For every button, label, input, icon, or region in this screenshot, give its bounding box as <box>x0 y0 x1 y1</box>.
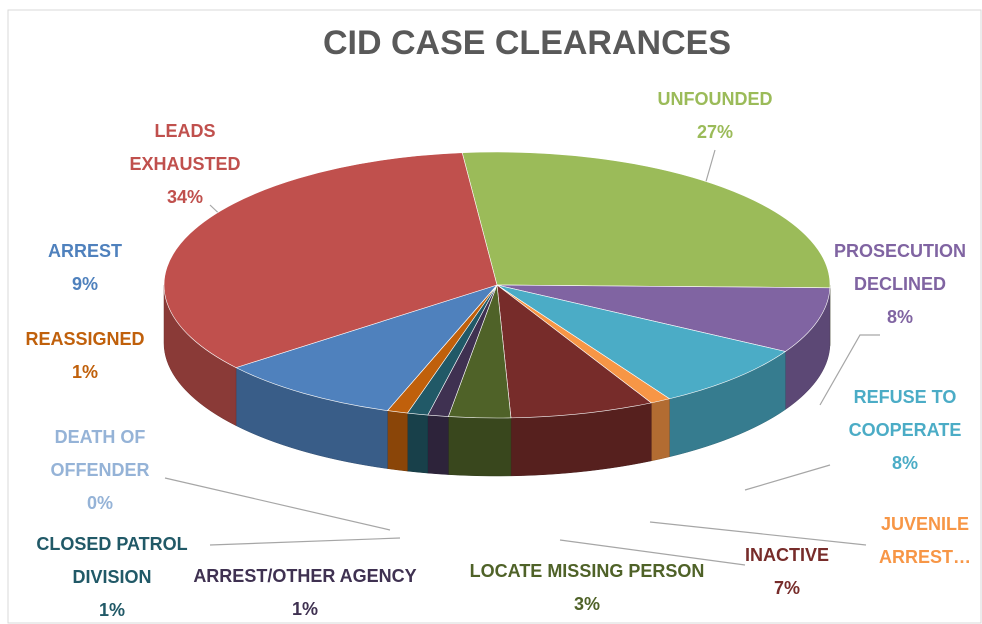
data-label-category: INACTIVE <box>745 545 829 565</box>
slice-side <box>427 414 449 475</box>
data-label-value: 34% <box>167 187 203 207</box>
data-label-category: REASSIGNED <box>25 329 144 349</box>
data-label-category: UNFOUNDED <box>658 89 773 109</box>
pie-sides <box>163 284 831 477</box>
pie-tops <box>163 151 831 419</box>
leader-line <box>649 521 867 546</box>
leader-line <box>819 334 880 406</box>
data-label-category: LOCATE MISSING PERSON <box>470 561 705 581</box>
slice-side <box>448 416 512 477</box>
data-label-category: ARREST/OTHER AGENCY <box>193 566 416 586</box>
slice-side <box>651 398 670 462</box>
leader-line <box>704 149 716 186</box>
data-label-category: ARREST <box>48 241 122 261</box>
slice-side <box>387 410 408 472</box>
slice <box>461 151 831 289</box>
slice <box>163 152 498 368</box>
leader-lines <box>164 149 880 566</box>
data-label-category: CLOSED PATROL DIVISION <box>36 534 187 587</box>
slice <box>496 284 831 352</box>
slice <box>235 284 498 411</box>
slice <box>496 284 652 419</box>
leader-line <box>164 477 391 531</box>
data-label-value: 9% <box>72 274 98 294</box>
leader-line <box>559 539 746 566</box>
data-label-value: 1% <box>99 600 125 620</box>
leader-line <box>209 537 401 546</box>
data-label-value: 0% <box>87 493 113 513</box>
slice-side <box>407 412 429 474</box>
data-label-category: JUVENILE ARREST… <box>879 514 971 567</box>
data-label-value: 3% <box>574 594 600 614</box>
data-label-value: 1% <box>72 362 98 382</box>
data-label-value: 27% <box>697 122 733 142</box>
data-label-value: 8% <box>887 307 913 327</box>
data-label-category: LEADS EXHAUSTED <box>129 121 240 174</box>
slice <box>496 284 787 400</box>
data-label-value: 7% <box>774 578 800 598</box>
data-label-category: PROSECUTION DECLINED <box>834 241 966 294</box>
data-label-category: DEATH OF OFFENDER <box>51 427 150 480</box>
data-label-value: 8% <box>892 453 918 473</box>
data-label-value: 1% <box>292 599 318 619</box>
data-label-category: REFUSE TO COOPERATE <box>849 387 962 440</box>
chart-title: CID CASE CLEARANCES <box>323 24 731 62</box>
leader-line <box>744 464 831 491</box>
